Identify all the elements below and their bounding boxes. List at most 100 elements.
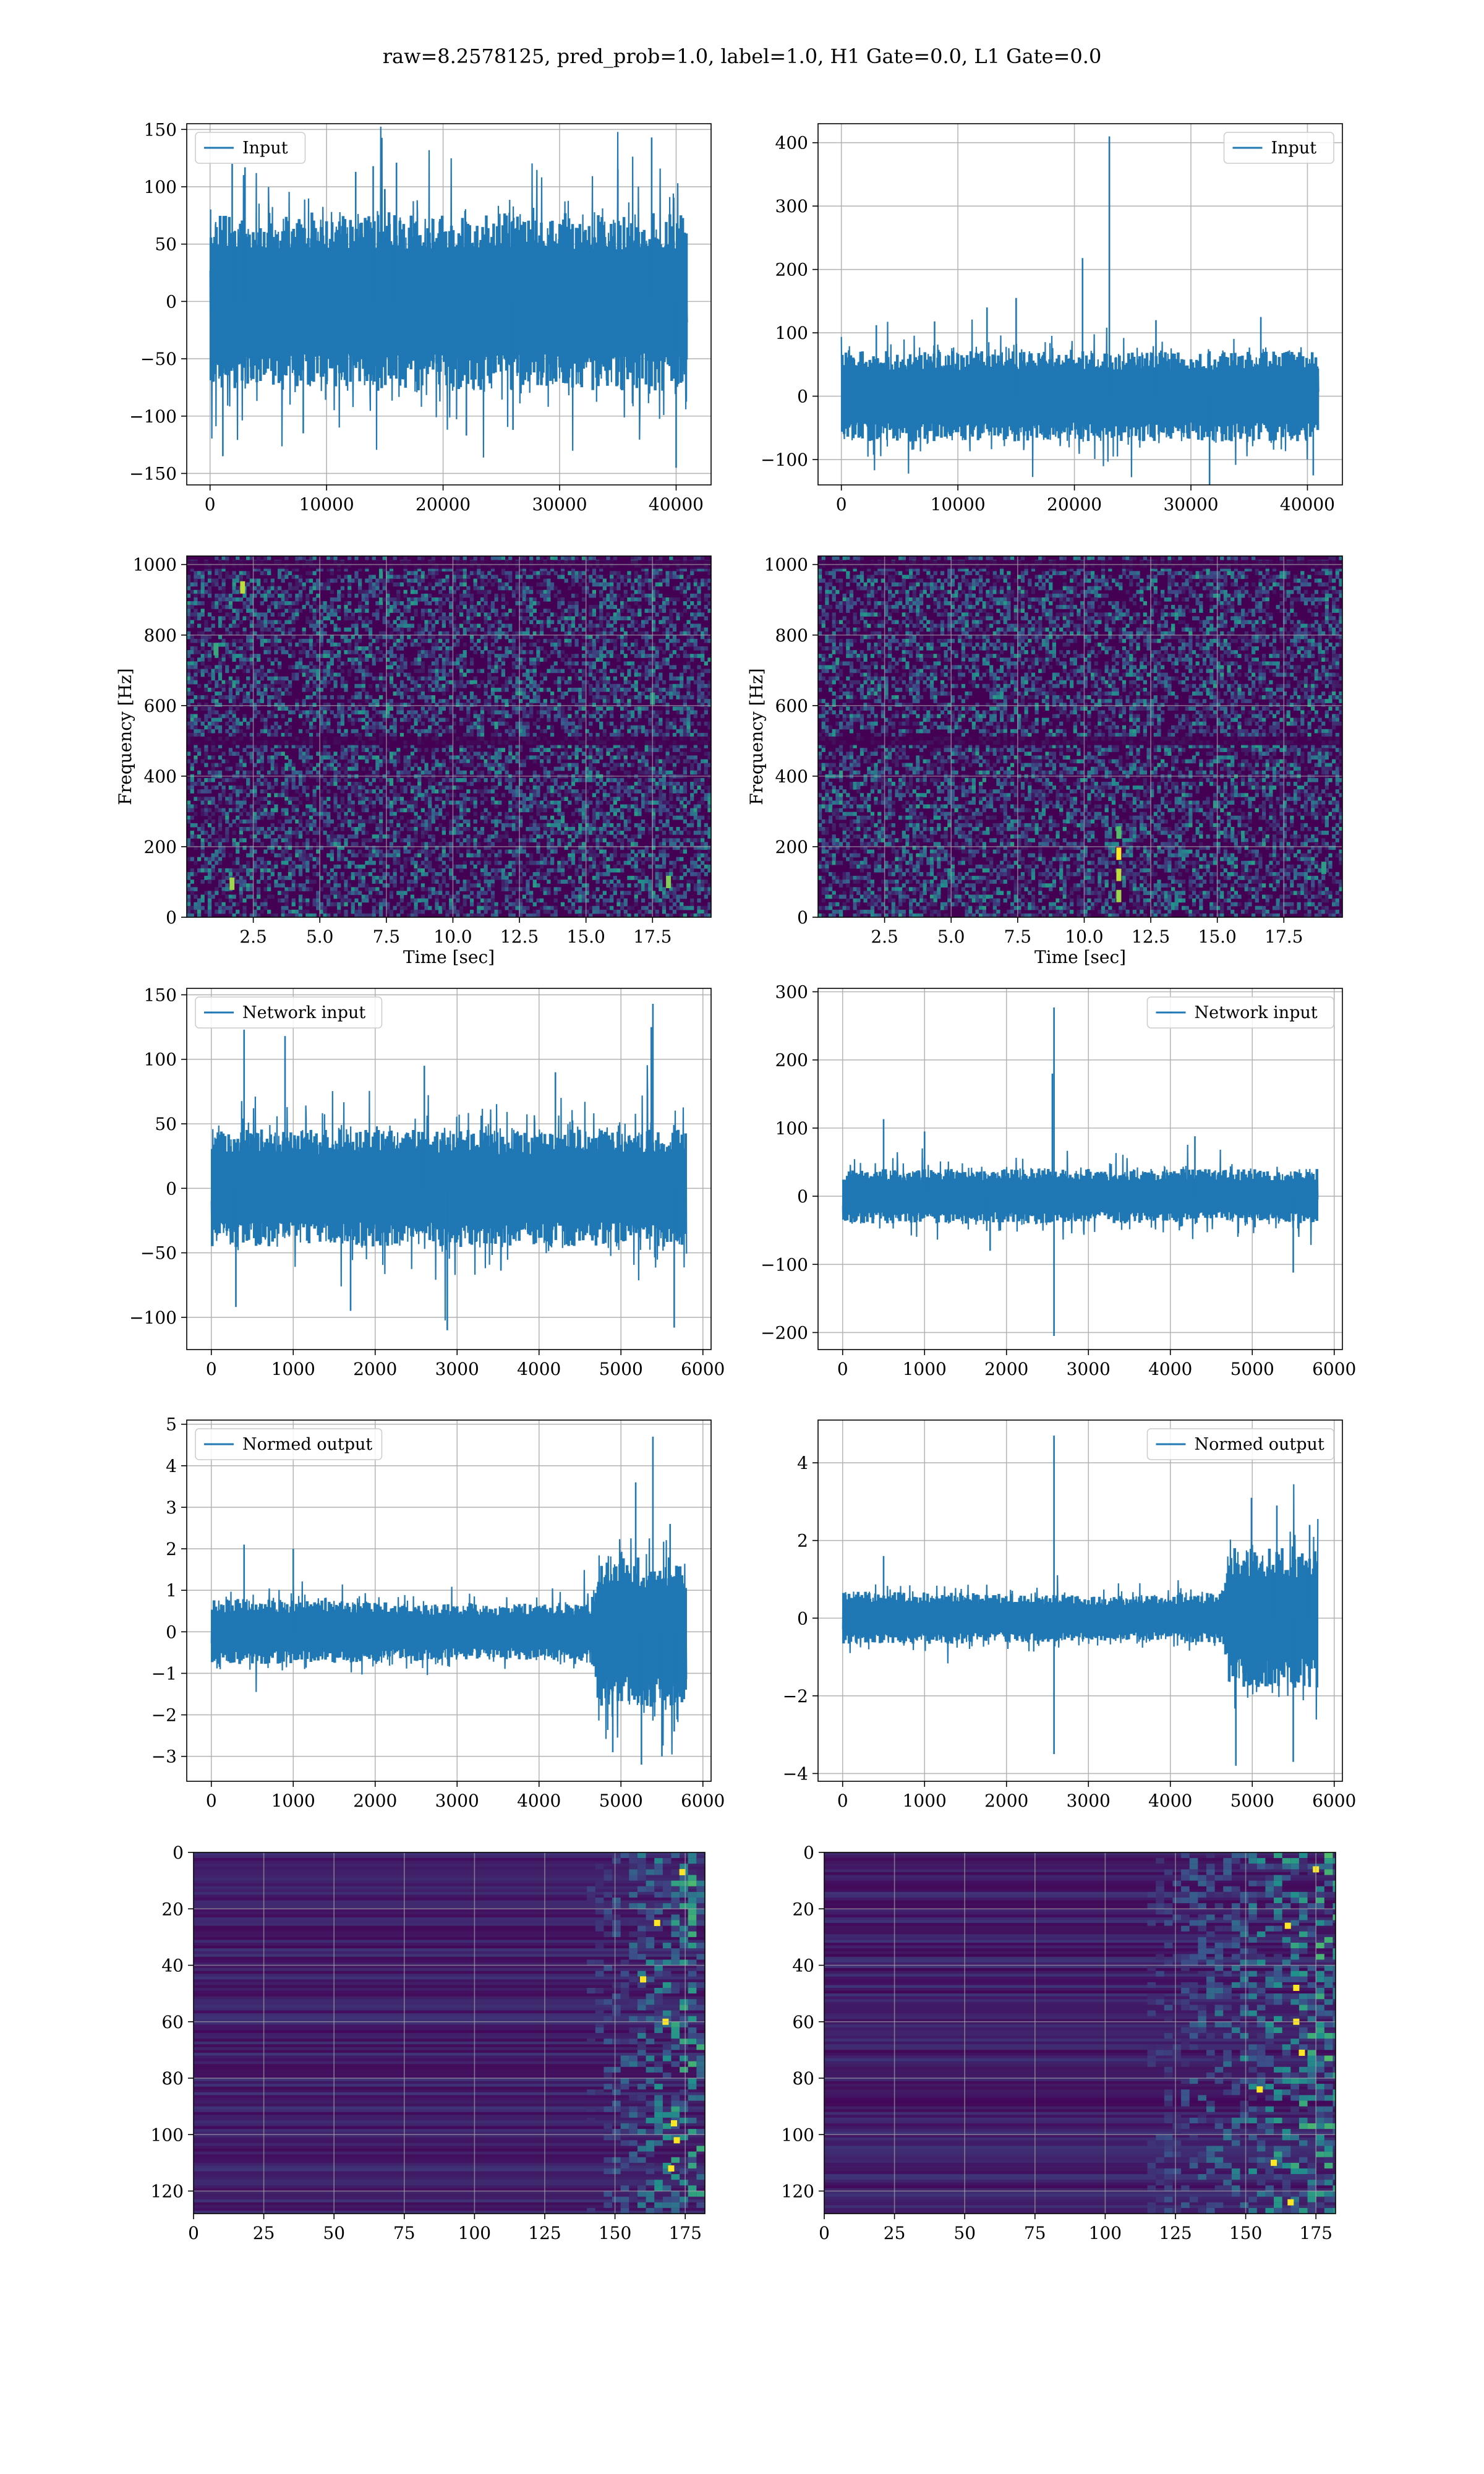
x-tick-label: 10000 <box>299 494 354 515</box>
y-tick-label: −200 <box>761 1322 808 1343</box>
x-tick-label: 75 <box>393 2223 416 2243</box>
y-tick-label: 40 <box>161 1956 184 1976</box>
y-tick-label: 0 <box>166 1178 177 1199</box>
axes-ticks: 0 1000 2000 3000 4000 5000 6000 −100 −50 0 50 100 15… <box>129 985 725 1379</box>
plot-area <box>824 1852 1336 2214</box>
x-tick-label: 15.0 <box>1198 927 1237 947</box>
axes-ticks: 0 1000 2000 3000 4000 5000 6000 −3 −2 −1 0 1 2 3 4 5 <box>151 1415 725 1811</box>
axes-ticks: 2.5 5.0 7.5 10.0 12.5 15.0 17.5 0 200 400 600 800 10… <box>133 555 672 947</box>
spectrogram-hot-spot <box>666 875 672 888</box>
y-tick-label: 100 <box>144 177 177 197</box>
legend: Network input <box>1146 996 1334 1029</box>
y-tick-label: 200 <box>775 260 808 280</box>
plot-area <box>187 556 711 917</box>
y-tick-label: 100 <box>782 2125 814 2145</box>
y-tick-label: 80 <box>792 2068 814 2089</box>
x-tick-label: 0 <box>837 1791 848 1811</box>
y-axis-label: Frequency [Hz] <box>115 668 135 805</box>
legend-label: Input <box>242 139 288 158</box>
spectrogram-hot-spot <box>1321 862 1326 875</box>
x-axis-label: Time [sec] <box>403 947 495 967</box>
legend: Network input <box>195 996 383 1029</box>
y-tick-label: 300 <box>775 196 808 216</box>
x-tick-label: 7.5 <box>1004 927 1032 947</box>
y-tick-label: 40 <box>792 1956 814 1976</box>
spectrogram-hot-spot <box>240 581 245 594</box>
x-tick-label: 25 <box>253 2223 275 2243</box>
subplot-p41: 0 1000 2000 3000 4000 5000 6000 −3 −2 −1 0 1 2 3 4 5 Nor… <box>151 1415 725 1811</box>
y-tick-label: 0 <box>803 1843 814 1863</box>
y-tick-label: 5 <box>166 1415 177 1435</box>
axes-frame <box>817 123 1343 486</box>
featuremap-image <box>824 1852 1336 2214</box>
featuremap-hot-cell <box>1256 2086 1263 2093</box>
spectrogram-hot-spot <box>213 643 219 656</box>
y-tick-label: 200 <box>775 1050 808 1071</box>
y-tick-label: −2 <box>783 1686 808 1706</box>
axes-frame <box>824 1852 1336 2214</box>
featuremap-hot-cell <box>1298 2049 1305 2056</box>
subplot-p42: 0 1000 2000 3000 4000 5000 6000 −4 −2 0 2 4 Normed o… <box>783 1419 1356 1811</box>
legend-frame <box>195 132 306 164</box>
plot-area <box>187 988 711 1350</box>
y-tick-label: 400 <box>144 766 177 787</box>
x-tick-label: 5.0 <box>937 927 965 947</box>
y-tick-label: 200 <box>144 837 177 857</box>
x-tick-label: 10.0 <box>1065 927 1103 947</box>
y-tick-label: 800 <box>775 625 808 646</box>
x-tick-label: 175 <box>1299 2223 1332 2243</box>
y-tick-label: 0 <box>173 1843 184 1863</box>
x-tick-label: 6000 <box>681 1791 725 1811</box>
x-tick-label: 10.0 <box>433 927 472 947</box>
spectrogram-hot-spot <box>1116 889 1122 902</box>
grid <box>824 1852 1336 2214</box>
y-tick-label: 400 <box>775 766 808 787</box>
y-tick-label: 1000 <box>764 555 808 575</box>
x-tick-label: 20000 <box>416 494 471 515</box>
axes-ticks: 0 25 50 75 100 125 150 175 0 20 40 60 80 100 120 <box>151 1843 702 2243</box>
subplot-p22: 2.5 5.0 7.5 10.0 12.5 15.0 17.5 0 200 400 600 800 10… <box>746 555 1343 967</box>
x-tick-label: 4000 <box>1148 1791 1192 1811</box>
y-tick-label: −100 <box>761 450 808 470</box>
plot-area <box>818 556 1342 917</box>
subplot-p31: 0 1000 2000 3000 4000 5000 6000 −100 −50 0 50 100 15… <box>129 985 725 1379</box>
axes-frame <box>817 1419 1343 1782</box>
x-tick-label: 1000 <box>271 1359 315 1379</box>
featuremap-hot-cell <box>673 2137 680 2144</box>
y-tick-label: 80 <box>161 2068 184 2089</box>
x-tick-label: 125 <box>528 2223 561 2243</box>
featuremap-hot-cell <box>1287 2199 1294 2206</box>
x-tick-label: 4000 <box>1148 1359 1192 1379</box>
x-tick-label: 2000 <box>353 1359 397 1379</box>
x-tick-label: 17.5 <box>633 927 672 947</box>
subplot-p11: 0 10000 20000 30000 40000 −150 −100 −50 0 50 100 15… <box>129 119 712 515</box>
x-tick-label: 175 <box>668 2223 701 2243</box>
axes-frame <box>186 988 712 1350</box>
featuremap-hot-cell <box>654 1920 660 1927</box>
x-tick-label: 1000 <box>903 1791 947 1811</box>
plot-area <box>187 1420 711 1781</box>
legend: Input <box>195 132 306 164</box>
y-tick-label: 4 <box>166 1456 177 1476</box>
y-tick-label: −100 <box>129 1308 177 1328</box>
y-tick-label: 0 <box>797 907 808 928</box>
x-tick-label: 5000 <box>599 1359 643 1379</box>
legend-frame <box>1223 132 1334 164</box>
x-tick-label: 17.5 <box>1264 927 1303 947</box>
y-tick-label: 1000 <box>133 555 177 575</box>
series-envelope <box>840 351 1320 442</box>
x-tick-label: 6000 <box>681 1359 725 1379</box>
series-envelope <box>842 1169 1319 1224</box>
subplot-p52: 0 25 50 75 100 125 150 175 0 20 40 60 80 100 120 <box>782 1843 1336 2243</box>
subplot-grid: 0 10000 20000 30000 40000−150−100−5005010015… <box>115 119 1356 2243</box>
y-tick-label: 150 <box>144 985 177 1005</box>
y-tick-label: 600 <box>144 696 177 716</box>
spectrogram-hot-spot <box>1116 847 1122 860</box>
y-tick-label: 0 <box>166 907 177 928</box>
legend: Input <box>1223 132 1334 164</box>
plot-area <box>194 1852 705 2214</box>
x-tick-label: 6000 <box>1312 1791 1356 1811</box>
x-tick-label: 5000 <box>599 1791 643 1811</box>
x-tick-label: 7.5 <box>373 927 401 947</box>
